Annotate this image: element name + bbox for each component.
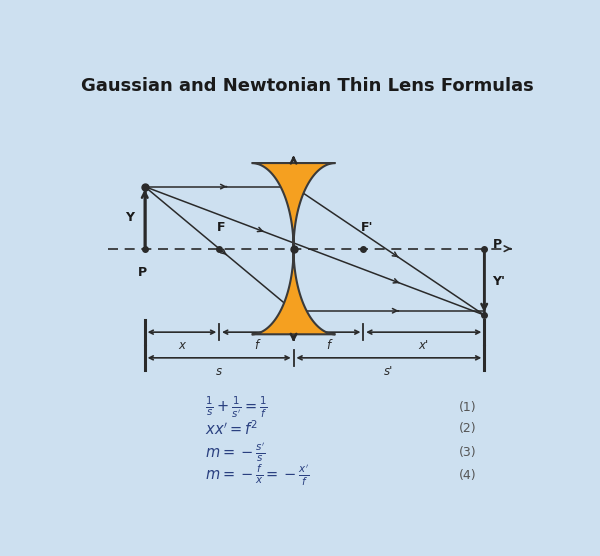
Polygon shape [252, 163, 335, 334]
Text: x: x [178, 339, 185, 352]
Text: $m = -\frac{f}{x} = -\frac{x'}{f}$: $m = -\frac{f}{x} = -\frac{x'}{f}$ [205, 463, 310, 489]
Text: P: P [493, 238, 502, 251]
Text: (2): (2) [459, 422, 477, 435]
Text: $xx' = f^2$: $xx' = f^2$ [205, 419, 259, 438]
Text: Y': Y' [493, 275, 506, 289]
Text: s': s' [384, 365, 394, 378]
Text: F': F' [361, 221, 373, 234]
Text: Y: Y [125, 211, 134, 224]
Text: F: F [217, 221, 226, 234]
Text: (4): (4) [459, 469, 477, 482]
Text: (3): (3) [459, 445, 477, 459]
Text: f: f [254, 339, 259, 352]
Text: P: P [138, 266, 147, 279]
Text: Gaussian and Newtonian Thin Lens Formulas: Gaussian and Newtonian Thin Lens Formula… [81, 77, 534, 96]
Text: (1): (1) [459, 400, 477, 414]
Text: x': x' [419, 339, 429, 352]
Text: f: f [326, 339, 331, 352]
Text: $m = -\frac{s'}{s}$: $m = -\frac{s'}{s}$ [205, 440, 265, 464]
Text: $\frac{1}{s} + \frac{1}{s'} = \frac{1}{f}$: $\frac{1}{s} + \frac{1}{s'} = \frac{1}{f… [205, 394, 268, 420]
Text: s: s [216, 365, 222, 378]
